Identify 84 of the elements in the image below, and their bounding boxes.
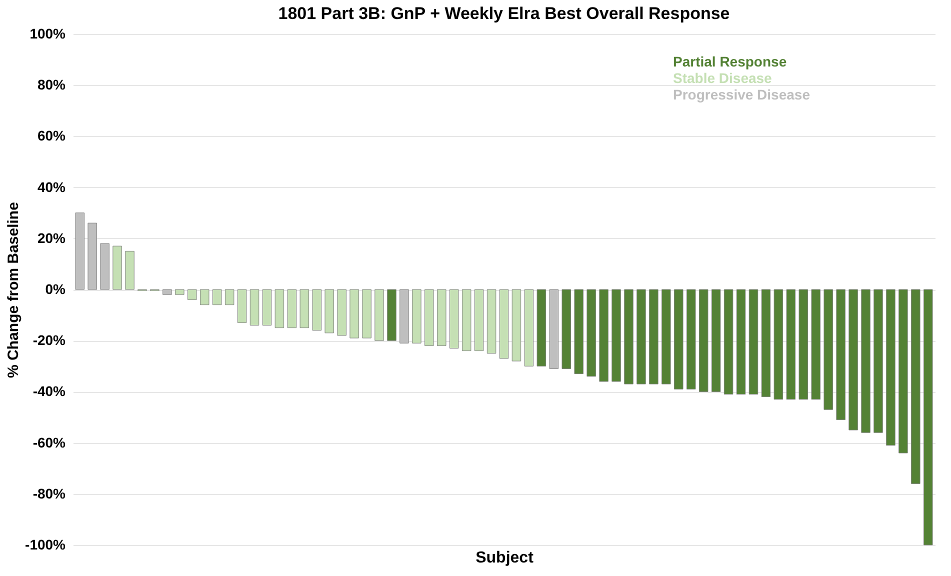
bar bbox=[824, 289, 833, 410]
bar bbox=[798, 289, 808, 400]
bar bbox=[362, 289, 372, 338]
bar bbox=[337, 289, 346, 336]
bar bbox=[462, 289, 472, 352]
y-tick-label: 20% bbox=[37, 230, 66, 246]
bar bbox=[724, 289, 734, 395]
bar bbox=[874, 289, 883, 433]
bar bbox=[200, 289, 210, 306]
bar bbox=[911, 289, 920, 484]
bar bbox=[774, 289, 784, 400]
y-tick-label: -80% bbox=[32, 485, 66, 502]
bar bbox=[698, 289, 708, 392]
bar bbox=[711, 289, 721, 392]
bar bbox=[549, 289, 559, 369]
bar bbox=[524, 289, 534, 366]
bar bbox=[486, 289, 496, 354]
bar bbox=[88, 222, 97, 290]
bar bbox=[212, 289, 222, 306]
bar bbox=[898, 289, 908, 454]
bar bbox=[324, 289, 334, 334]
bar bbox=[886, 289, 896, 446]
y-tick-label: 80% bbox=[37, 76, 66, 93]
y-tick-label: 40% bbox=[37, 178, 66, 195]
bar bbox=[624, 289, 634, 384]
bar bbox=[761, 289, 771, 398]
bar bbox=[350, 289, 359, 338]
bar bbox=[412, 289, 422, 344]
bar bbox=[786, 289, 796, 400]
bar bbox=[499, 289, 509, 359]
bar bbox=[449, 289, 459, 349]
bar bbox=[125, 250, 134, 290]
bar bbox=[262, 289, 272, 326]
bar bbox=[237, 289, 247, 323]
bar bbox=[300, 289, 310, 328]
bar bbox=[748, 289, 758, 395]
y-tick-label: 100% bbox=[30, 26, 66, 42]
bar bbox=[736, 289, 746, 395]
bar bbox=[75, 212, 84, 290]
text: Stable Disease bbox=[673, 70, 772, 86]
bar bbox=[612, 289, 621, 382]
chart-title: 1801 Part 3B: GnP + Weekly Elra Best Overall Response bbox=[278, 4, 730, 23]
bar bbox=[112, 246, 122, 290]
bar bbox=[175, 289, 184, 295]
bar bbox=[574, 289, 584, 374]
bar bbox=[562, 289, 571, 369]
bar bbox=[250, 289, 260, 326]
y-tick-label: 0% bbox=[45, 281, 66, 297]
y-tick-label: -60% bbox=[32, 434, 66, 450]
x-axis-title: Subject bbox=[476, 550, 534, 566]
bar bbox=[512, 289, 522, 362]
bar bbox=[274, 289, 284, 328]
bar bbox=[836, 289, 846, 420]
text: Progressive Disease bbox=[673, 86, 810, 103]
bar bbox=[636, 289, 646, 384]
bar bbox=[100, 243, 110, 290]
bar bbox=[400, 289, 409, 344]
bar bbox=[162, 289, 172, 295]
y-tick-label: 60% bbox=[37, 128, 66, 144]
bar bbox=[424, 289, 434, 346]
bar bbox=[287, 289, 297, 328]
bar bbox=[437, 289, 446, 346]
bar bbox=[924, 289, 933, 546]
bar bbox=[387, 289, 396, 341]
bar bbox=[848, 289, 858, 430]
y-tick-label: -100% bbox=[25, 536, 66, 552]
bar bbox=[674, 289, 684, 390]
bar bbox=[312, 289, 322, 331]
bar bbox=[649, 289, 658, 384]
bar bbox=[662, 289, 671, 384]
bar bbox=[861, 289, 870, 433]
bar bbox=[536, 289, 546, 366]
y-tick-label: -20% bbox=[32, 332, 66, 348]
text: Partial Response bbox=[673, 53, 787, 70]
bar bbox=[474, 289, 484, 352]
y-tick-label: -40% bbox=[32, 383, 66, 400]
bar bbox=[188, 289, 197, 300]
bar bbox=[599, 289, 608, 382]
bar bbox=[686, 289, 696, 390]
bar bbox=[811, 289, 820, 400]
bar bbox=[586, 289, 596, 377]
bar bbox=[374, 289, 384, 341]
y-axis-title: % Change from Baseline bbox=[5, 202, 22, 378]
bar bbox=[224, 289, 234, 306]
